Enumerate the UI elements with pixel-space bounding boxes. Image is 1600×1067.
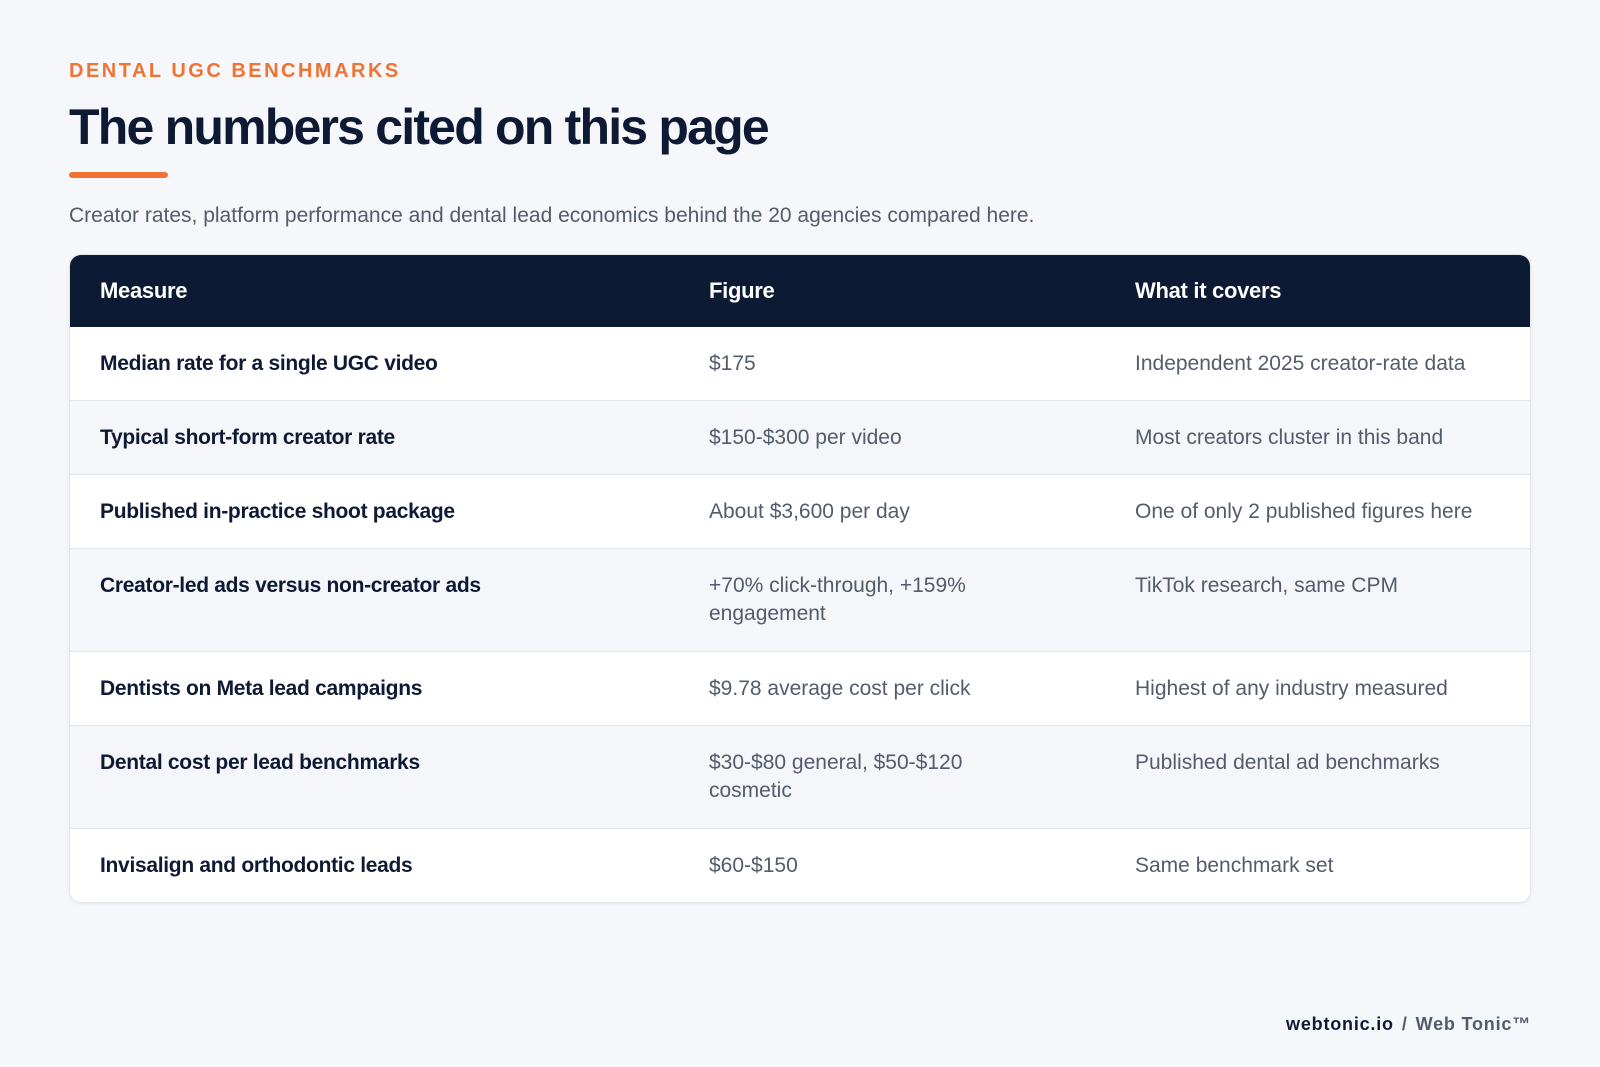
footer-credit: webtonic.io / Web Tonic™ (1286, 1012, 1531, 1036)
measure-cell: Creator-led ads versus non-creator ads (100, 574, 481, 597)
table-row: Creator-led ads versus non-creator ads +… (70, 548, 1530, 652)
benchmarks-table: Measure Figure What it covers Median rat… (70, 255, 1530, 903)
table-header-row: Measure Figure What it covers (70, 255, 1530, 327)
covers-cell: Highest of any industry measured (1135, 677, 1448, 700)
benchmarks-table-card: Measure Figure What it covers Median rat… (69, 254, 1531, 903)
column-header-covers: What it covers (1135, 278, 1282, 303)
eyebrow-label: DENTAL UGC BENCHMARKS (69, 60, 401, 82)
measure-cell: Dental cost per lead benchmarks (100, 751, 420, 774)
page-title: The numbers cited on this page (69, 99, 770, 155)
table-row: Dental cost per lead benchmarks $30-$80 … (70, 725, 1530, 829)
measure-cell: Median rate for a single UGC video (100, 352, 438, 375)
figure-cell: $30-$80 general, $50-$120 cosmetic (709, 751, 963, 802)
footer-domain: webtonic.io (1286, 1014, 1394, 1034)
covers-cell: Most creators cluster in this band (1135, 426, 1444, 449)
measure-cell: Typical short-form creator rate (100, 426, 395, 449)
table-row: Dentists on Meta lead campaigns $9.78 av… (70, 651, 1530, 726)
measure-cell: Published in-practice shoot package (100, 500, 455, 523)
measure-cell: Dentists on Meta lead campaigns (100, 677, 423, 700)
page-subtitle: Creator rates, platform performance and … (69, 204, 1035, 227)
title-underline (69, 172, 168, 178)
footer-brand: Web Tonic™ (1415, 1014, 1531, 1034)
covers-cell: One of only 2 published figures here (1135, 500, 1473, 523)
covers-cell: Same benchmark set (1135, 854, 1334, 877)
table-row: Invisalign and orthodontic leads $60-$15… (70, 828, 1530, 903)
covers-cell: Published dental ad benchmarks (1135, 751, 1440, 774)
column-header-measure: Measure (100, 278, 188, 303)
footer-separator: / (1401, 1014, 1408, 1034)
column-header-figure: Figure (709, 278, 775, 303)
covers-cell: Independent 2025 creator-rate data (1135, 352, 1466, 375)
figure-cell: About $3,600 per day (709, 500, 910, 523)
table-row: Median rate for a single UGC video $175 … (70, 327, 1530, 401)
figure-cell: $60-$150 (709, 854, 798, 877)
covers-cell: TikTok research, same CPM (1135, 574, 1398, 597)
figure-cell: $150-$300 per video (709, 426, 902, 449)
figure-cell: +70% click-through, +159% engagement (709, 574, 966, 625)
measure-cell: Invisalign and orthodontic leads (100, 854, 413, 877)
table-row: Typical short-form creator rate $150-$30… (70, 400, 1530, 475)
table-row: Published in-practice shoot package Abou… (70, 474, 1530, 549)
figure-cell: $9.78 average cost per click (709, 677, 971, 700)
figure-cell: $175 (709, 352, 756, 375)
